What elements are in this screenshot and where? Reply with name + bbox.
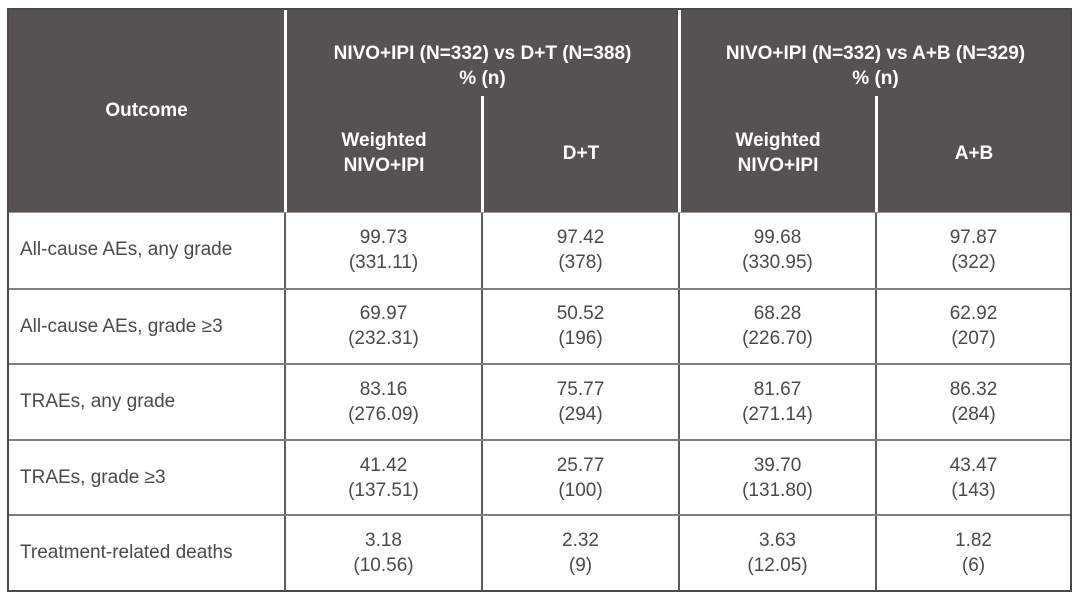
table-row: Treatment-related deaths 3.18 (10.56) 2.… xyxy=(9,514,1070,590)
data-cell: 81.67 (271.14) xyxy=(678,365,875,439)
data-cell: 41.42 (137.51) xyxy=(284,440,481,515)
table-row: All-cause AEs, grade ≥3 69.97 (232.31) 5… xyxy=(9,287,1070,364)
count-value: (294) xyxy=(558,403,603,425)
group-title: NIVO+IPI (N=332) vs D+T (N=388) xyxy=(333,42,632,64)
count-value: (331.11) xyxy=(348,252,419,274)
count-value: (322) xyxy=(951,252,996,274)
subcolumn-label: Weighted NIVO+IPI xyxy=(341,130,427,176)
percent-value: 43.47 xyxy=(949,454,998,476)
percent-value: 97.42 xyxy=(556,227,605,249)
outcome-cell: Treatment-related deaths xyxy=(20,542,233,564)
count-value: (196) xyxy=(558,328,603,350)
data-cell: 99.68 (330.95) xyxy=(678,213,875,288)
data-cell: 99.73 (331.11) xyxy=(284,213,481,288)
data-cell: 1.82 (6) xyxy=(875,516,1070,590)
percent-value: 97.87 xyxy=(949,227,998,249)
count-value: (284) xyxy=(951,403,996,425)
percent-value: 68.28 xyxy=(753,303,802,325)
outcome-cell: All-cause AEs, grade ≥3 xyxy=(20,315,223,337)
percent-value: 1.82 xyxy=(955,530,992,552)
data-cell: 43.47 (143) xyxy=(875,440,1070,515)
comparison-group-header-ab: NIVO+IPI (N=332) vs A+B (N=329) % (n) xyxy=(678,10,1070,96)
count-value: (232.31) xyxy=(348,328,419,350)
count-value: (143) xyxy=(951,479,996,501)
count-value: (131.80) xyxy=(742,479,813,501)
count-value: (330.95) xyxy=(742,252,813,274)
data-cell: 25.77 (100) xyxy=(481,440,678,515)
subcolumn-header-ab: A+B xyxy=(875,96,1070,212)
count-value: (226.70) xyxy=(742,328,813,350)
data-cell: 39.70 (131.80) xyxy=(678,440,875,515)
percent-value: 39.70 xyxy=(753,454,802,476)
data-cell: 75.77 (294) xyxy=(481,365,678,439)
outcome-cell: TRAEs, grade ≥3 xyxy=(20,466,166,488)
percent-value: 99.68 xyxy=(753,227,802,249)
count-value: (12.05) xyxy=(747,555,808,577)
data-cell: 2.32 (9) xyxy=(481,516,678,590)
count-value: (378) xyxy=(558,252,603,274)
percent-value: 69.97 xyxy=(359,303,408,325)
group-unit: % (n) xyxy=(852,68,899,90)
count-value: (137.51) xyxy=(348,479,419,501)
percent-value: 86.32 xyxy=(949,378,998,400)
table-row: All-cause AEs, any grade 99.73 (331.11) … xyxy=(9,212,1070,288)
count-value: (100) xyxy=(558,479,603,501)
percent-value: 3.63 xyxy=(759,530,796,552)
percent-value: 3.18 xyxy=(365,530,402,552)
table-header: Outcome NIVO+IPI (N=332) vs D+T (N=388) … xyxy=(9,10,1070,212)
outcome-cell: All-cause AEs, any grade xyxy=(20,239,233,261)
adverse-events-comparison-table: Outcome NIVO+IPI (N=332) vs D+T (N=388) … xyxy=(7,8,1072,592)
percent-value: 83.16 xyxy=(359,378,408,400)
percent-value: 75.77 xyxy=(556,378,605,400)
percent-value: 99.73 xyxy=(359,227,408,249)
data-cell: 3.63 (12.05) xyxy=(678,516,875,590)
count-value: (276.09) xyxy=(348,403,419,425)
data-cell: 62.92 (207) xyxy=(875,289,1070,364)
percent-value: 81.67 xyxy=(753,378,802,400)
group-title: NIVO+IPI (N=332) vs A+B (N=329) xyxy=(725,42,1026,64)
outcome-column-header: Outcome xyxy=(105,100,188,121)
outcome-cell: TRAEs, any grade xyxy=(20,391,176,413)
subcolumn-label: D+T xyxy=(562,142,600,164)
count-value: (10.56) xyxy=(353,555,414,577)
count-value: (271.14) xyxy=(742,403,813,425)
table-row: TRAEs, any grade 83.16 (276.09) 75.77 (2… xyxy=(9,363,1070,439)
group-unit: % (n) xyxy=(459,68,506,90)
subcolumn-header-weighted-nivo-ipi-1: Weighted NIVO+IPI xyxy=(284,96,481,212)
data-cell: 83.16 (276.09) xyxy=(284,365,481,439)
data-cell: 97.42 (378) xyxy=(481,213,678,288)
percent-value: 2.32 xyxy=(562,530,599,552)
data-cell: 68.28 (226.70) xyxy=(678,289,875,364)
data-cell: 69.97 (232.31) xyxy=(284,289,481,364)
subcolumn-label: A+B xyxy=(954,142,994,164)
table-row: TRAEs, grade ≥3 41.42 (137.51) 25.77 (10… xyxy=(9,438,1070,515)
subcolumn-header-weighted-nivo-ipi-2: Weighted NIVO+IPI xyxy=(678,96,875,212)
comparison-group-header-dt: NIVO+IPI (N=332) vs D+T (N=388) % (n) xyxy=(284,10,678,96)
data-cell: 97.87 (322) xyxy=(875,213,1070,288)
percent-value: 41.42 xyxy=(359,454,408,476)
subcolumn-label: Weighted NIVO+IPI xyxy=(735,130,821,176)
data-cell: 86.32 (284) xyxy=(875,365,1070,439)
subcolumn-header-dt: D+T xyxy=(481,96,678,212)
count-value: (6) xyxy=(961,555,986,577)
count-value: (9) xyxy=(568,555,593,577)
percent-value: 50.52 xyxy=(556,303,605,325)
data-cell: 3.18 (10.56) xyxy=(284,516,481,590)
percent-value: 62.92 xyxy=(949,303,998,325)
data-cell: 50.52 (196) xyxy=(481,289,678,364)
percent-value: 25.77 xyxy=(556,454,605,476)
count-value: (207) xyxy=(951,328,996,350)
